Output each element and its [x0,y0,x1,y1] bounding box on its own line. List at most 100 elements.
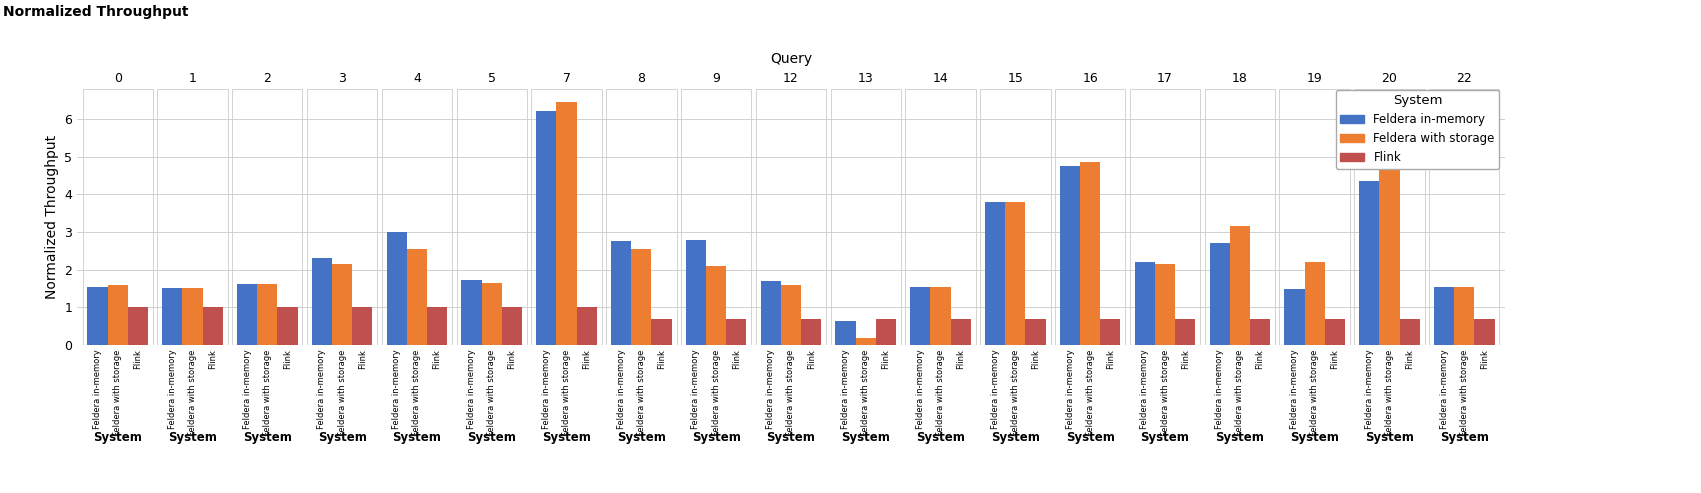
Text: Feldera in-memory: Feldera in-memory [168,349,177,429]
Text: Feldera with storage: Feldera with storage [636,349,646,436]
Text: Flink: Flink [357,349,367,369]
Bar [531,89,602,345]
Text: Feldera with storage: Feldera with storage [264,349,272,436]
Bar [1475,318,1495,345]
X-axis label: Query: Query [771,52,811,66]
Bar [306,89,378,345]
Text: Feldera in-memory: Feldera in-memory [617,349,626,429]
Text: Feldera in-memory: Feldera in-memory [1215,349,1225,429]
Bar [156,89,228,345]
Bar [231,89,303,345]
Bar [905,89,976,345]
Text: System: System [917,431,964,444]
Bar [631,249,651,345]
Text: Feldera with storage: Feldera with storage [1160,349,1170,436]
Text: Feldera in-memory: Feldera in-memory [1065,349,1075,429]
Text: Flink: Flink [507,349,517,369]
Text: Feldera with storage: Feldera with storage [1235,349,1245,436]
Text: Feldera with storage: Feldera with storage [337,349,347,436]
Text: System: System [842,431,890,444]
Text: Flink: Flink [1031,349,1039,369]
Bar [1250,318,1271,345]
Text: System: System [1439,431,1488,444]
Legend: Feldera in-memory, Feldera with storage, Flink: Feldera in-memory, Feldera with storage,… [1335,90,1500,169]
Bar [680,89,752,345]
Text: Feldera in-memory: Feldera in-memory [393,349,401,429]
Text: Feldera in-memory: Feldera in-memory [468,349,476,429]
Bar [1026,318,1046,345]
Text: System: System [1289,431,1339,444]
Bar [1359,181,1380,345]
Bar [755,89,827,345]
Bar [856,338,876,345]
Bar [830,89,902,345]
Text: Feldera in-memory: Feldera in-memory [1289,349,1300,429]
Text: Normalized Throughput: Normalized Throughput [3,5,189,19]
Text: System: System [468,431,515,444]
Bar [1080,162,1101,345]
Bar [1055,89,1126,345]
Bar [1230,226,1250,345]
Bar [985,202,1005,345]
Bar [427,308,447,345]
Bar [1400,318,1420,345]
Text: Feldera with storage: Feldera with storage [189,349,197,436]
Bar [107,285,128,345]
Bar [1005,202,1026,345]
Bar [801,318,822,345]
Bar [83,89,153,345]
Text: Feldera with storage: Feldera with storage [412,349,422,436]
Bar [1209,244,1230,345]
Text: Feldera with storage: Feldera with storage [711,349,721,436]
Bar [577,308,597,345]
Bar [536,111,556,345]
Text: System: System [692,431,740,444]
Bar [407,249,427,345]
Text: Feldera with storage: Feldera with storage [561,349,572,436]
Bar [1175,318,1196,345]
Bar [1155,264,1175,345]
Text: Flink: Flink [1405,349,1414,369]
Text: System: System [243,431,293,444]
Text: Feldera in-memory: Feldera in-memory [543,349,551,429]
Bar [1380,170,1400,345]
Text: Feldera with storage: Feldera with storage [1459,349,1468,436]
Bar [980,89,1051,345]
Text: Flink: Flink [432,349,442,369]
Bar [128,308,148,345]
Bar [381,89,452,345]
Text: System: System [1216,431,1264,444]
Bar [1279,89,1351,345]
Bar [1135,262,1155,345]
Text: Flink: Flink [1106,349,1114,369]
Text: System: System [1067,431,1114,444]
Text: System: System [767,431,815,444]
Text: Feldera with storage: Feldera with storage [486,349,497,436]
Text: Feldera with storage: Feldera with storage [1385,349,1393,436]
Bar [556,102,577,345]
Text: Flink: Flink [1180,349,1189,369]
Text: Flink: Flink [133,349,143,369]
Text: Flink: Flink [208,349,218,369]
Text: System: System [617,431,665,444]
Bar [1204,89,1276,345]
Bar [910,286,930,345]
Bar [1354,89,1425,345]
Bar [202,308,223,345]
Text: Feldera with storage: Feldera with storage [1085,349,1095,436]
Bar [352,308,373,345]
Bar [182,288,202,345]
Text: Feldera with storage: Feldera with storage [861,349,871,436]
Bar [686,240,706,345]
Bar [835,320,856,345]
Bar [606,89,677,345]
Bar [162,288,182,345]
Y-axis label: Normalized Throughput: Normalized Throughput [44,135,60,299]
Text: Flink: Flink [731,349,742,369]
Text: System: System [543,431,590,444]
Bar [1060,166,1080,345]
Text: Feldera in-memory: Feldera in-memory [243,349,252,429]
Bar [257,284,277,345]
Bar [1434,286,1454,345]
Bar [386,232,407,345]
